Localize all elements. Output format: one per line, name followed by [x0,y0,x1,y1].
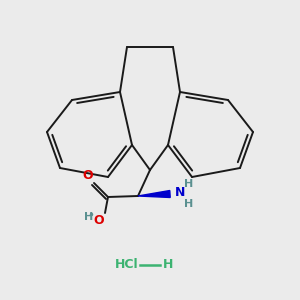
Text: HCl: HCl [115,259,139,272]
Text: N: N [175,187,185,200]
Text: H: H [84,212,93,222]
Text: H: H [184,179,193,189]
Text: H: H [184,199,193,209]
Text: H: H [163,259,173,272]
Polygon shape [138,190,170,197]
Text: O: O [82,169,93,182]
Text: O: O [93,214,104,227]
